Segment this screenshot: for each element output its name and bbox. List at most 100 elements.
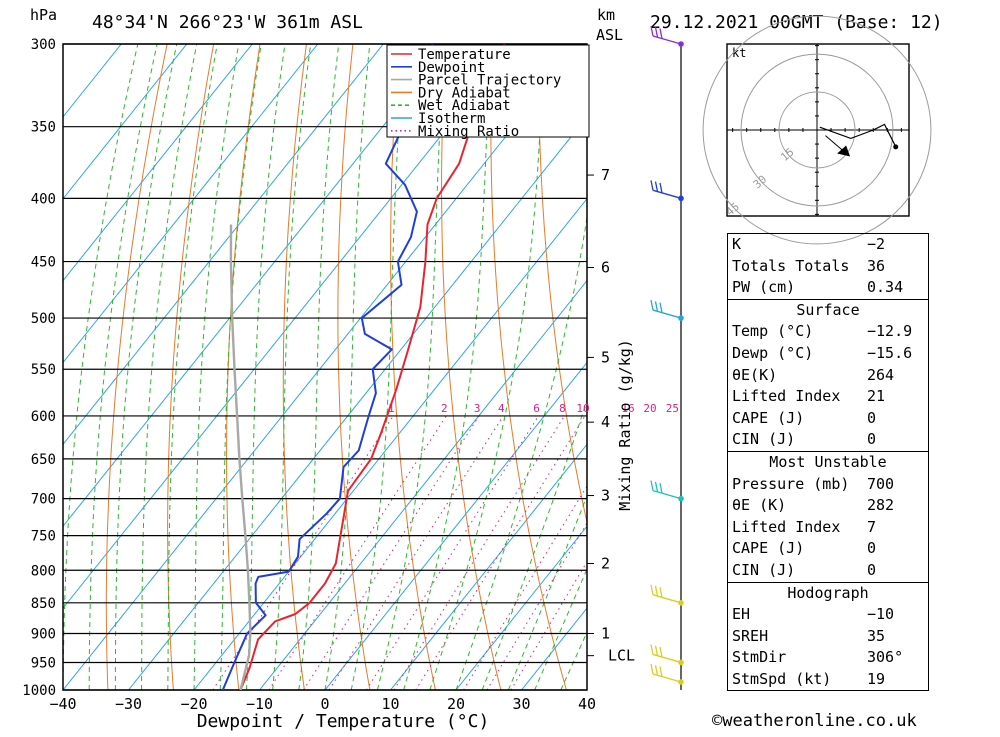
wind-level-marker (678, 496, 684, 502)
altitude-label: 5 (601, 348, 610, 366)
indices-label: Dewp (°C) (732, 343, 813, 365)
mixing-ratio-label: 2 (441, 402, 448, 415)
indices-value: 306° (867, 647, 925, 669)
wet-adiabat (273, 44, 311, 690)
wind-level-marker (678, 660, 684, 666)
indices-row: Pressure (mb)700 (728, 474, 928, 496)
hodograph-unit: kt (732, 46, 746, 60)
isotherm-line (129, 44, 646, 690)
indices-label: Temp (°C) (732, 321, 813, 343)
wind-barb (651, 180, 684, 201)
wind-barb-flag (656, 665, 658, 675)
wind-barb (651, 481, 684, 502)
wind-level-marker (678, 196, 684, 202)
altitude-label: 4 (601, 413, 610, 431)
wind-barb-flag (656, 482, 658, 492)
parcel-trajectory-profile (231, 225, 251, 691)
temperature-profile (241, 44, 505, 690)
wind-barb (651, 664, 684, 685)
isotherm-line (0, 44, 514, 690)
isotherm-line (0, 44, 383, 690)
chart-header: hPa 48°34'N 266°23'W 361m ASL km ASL 29.… (30, 6, 943, 44)
dry-adiabat (338, 44, 370, 690)
pressure-tick-label: 500 (31, 311, 56, 327)
wind-level-marker (678, 679, 684, 685)
mixing-ratio-line (329, 416, 503, 690)
altitude-label: 6 (601, 258, 610, 276)
height-unit-km: km (597, 6, 615, 24)
hodograph-end-dot (893, 144, 898, 149)
wind-barb-flag (660, 183, 662, 193)
isotherm-line (260, 44, 777, 690)
temperature-tick-label: 30 (512, 695, 530, 713)
pressure-tick-label: 750 (31, 529, 56, 545)
indices-value: 0 (867, 538, 925, 560)
indices-label: CIN (J) (732, 429, 795, 451)
pressure-tick-label: 600 (31, 409, 56, 425)
indices-row: Dewp (°C)−15.6 (728, 343, 928, 365)
wind-barb-flag (660, 667, 662, 677)
pressure-tick-label: 700 (31, 492, 56, 508)
indices-label: CIN (J) (732, 560, 795, 582)
dry-adiabat (957, 44, 1000, 690)
indices-value: 282 (867, 495, 925, 517)
indices-value: 0 (867, 429, 925, 451)
wet-adiabat (89, 44, 157, 690)
wind-barb-flag (651, 300, 653, 310)
dry-adiabat (283, 44, 306, 690)
indices-label: StmDir (732, 647, 786, 669)
wet-adiabat (430, 44, 545, 690)
mixing-ratio-label: 20 (643, 402, 656, 415)
pressure-tick-label: 450 (31, 255, 56, 271)
wind-barb-flag (660, 483, 662, 493)
indices-row: StmDir 306° (728, 647, 928, 669)
mixing-ratio-label: 1 (388, 402, 395, 415)
mixing-ratio-label: 25 (666, 402, 679, 415)
indices-row: Lifted Index 21 (728, 386, 928, 408)
plot-frame (63, 44, 587, 690)
indices-row: CAPE (J)0 (728, 408, 928, 430)
wind-barb-flag (651, 481, 653, 491)
indices-value: 264 (867, 365, 925, 387)
indices-row: CAPE (J)0 (728, 538, 928, 560)
pressure-tick-label: 850 (31, 596, 56, 612)
indices-label: StmSpd (kt) (732, 669, 831, 691)
altitude-label: 3 (601, 487, 610, 505)
temperature-tick-label: −30 (115, 695, 142, 713)
indices-label: PW (cm) (732, 277, 795, 299)
mixing-ratio-line (511, 416, 675, 690)
mixing-ratio-label: 8 (559, 402, 566, 415)
wind-barb-flag (651, 180, 653, 190)
pressure-tick-label: 950 (31, 655, 56, 671)
indices-label: Totals Totals (732, 256, 849, 278)
indices-row: K−2 (728, 234, 928, 256)
indices-label: Pressure (mb) (732, 474, 849, 496)
wet-adiabat (142, 44, 197, 690)
legend-label: Mixing Ratio (418, 124, 519, 140)
altitude-label: 7 (601, 166, 610, 184)
pressure-tick-label: 550 (31, 362, 56, 378)
wind-barb-flag (660, 587, 662, 597)
mixing-ratio-line (394, 416, 565, 690)
wind-barb-flag (656, 646, 658, 656)
indices-label: Lifted Index (732, 386, 840, 408)
height-unit-asl: ASL (596, 26, 623, 44)
indices-value: 0.34 (867, 277, 925, 299)
wet-adiabat (482, 44, 671, 690)
indices-row: EH−10 (728, 604, 928, 626)
pressure-tick-label: 900 (31, 626, 56, 642)
indices-value: 21 (867, 386, 925, 408)
wind-barb (651, 585, 684, 606)
altitude-label: 1 (601, 624, 610, 642)
indices-label: CAPE (J) (732, 408, 804, 430)
indices-row: Temp (°C)−12.9 (728, 321, 928, 343)
wind-barb-flag (656, 182, 658, 192)
indices-row: CIN (J)0 (728, 560, 928, 582)
temperature-tick-label: −40 (49, 695, 76, 713)
indices-label: K (732, 234, 741, 256)
